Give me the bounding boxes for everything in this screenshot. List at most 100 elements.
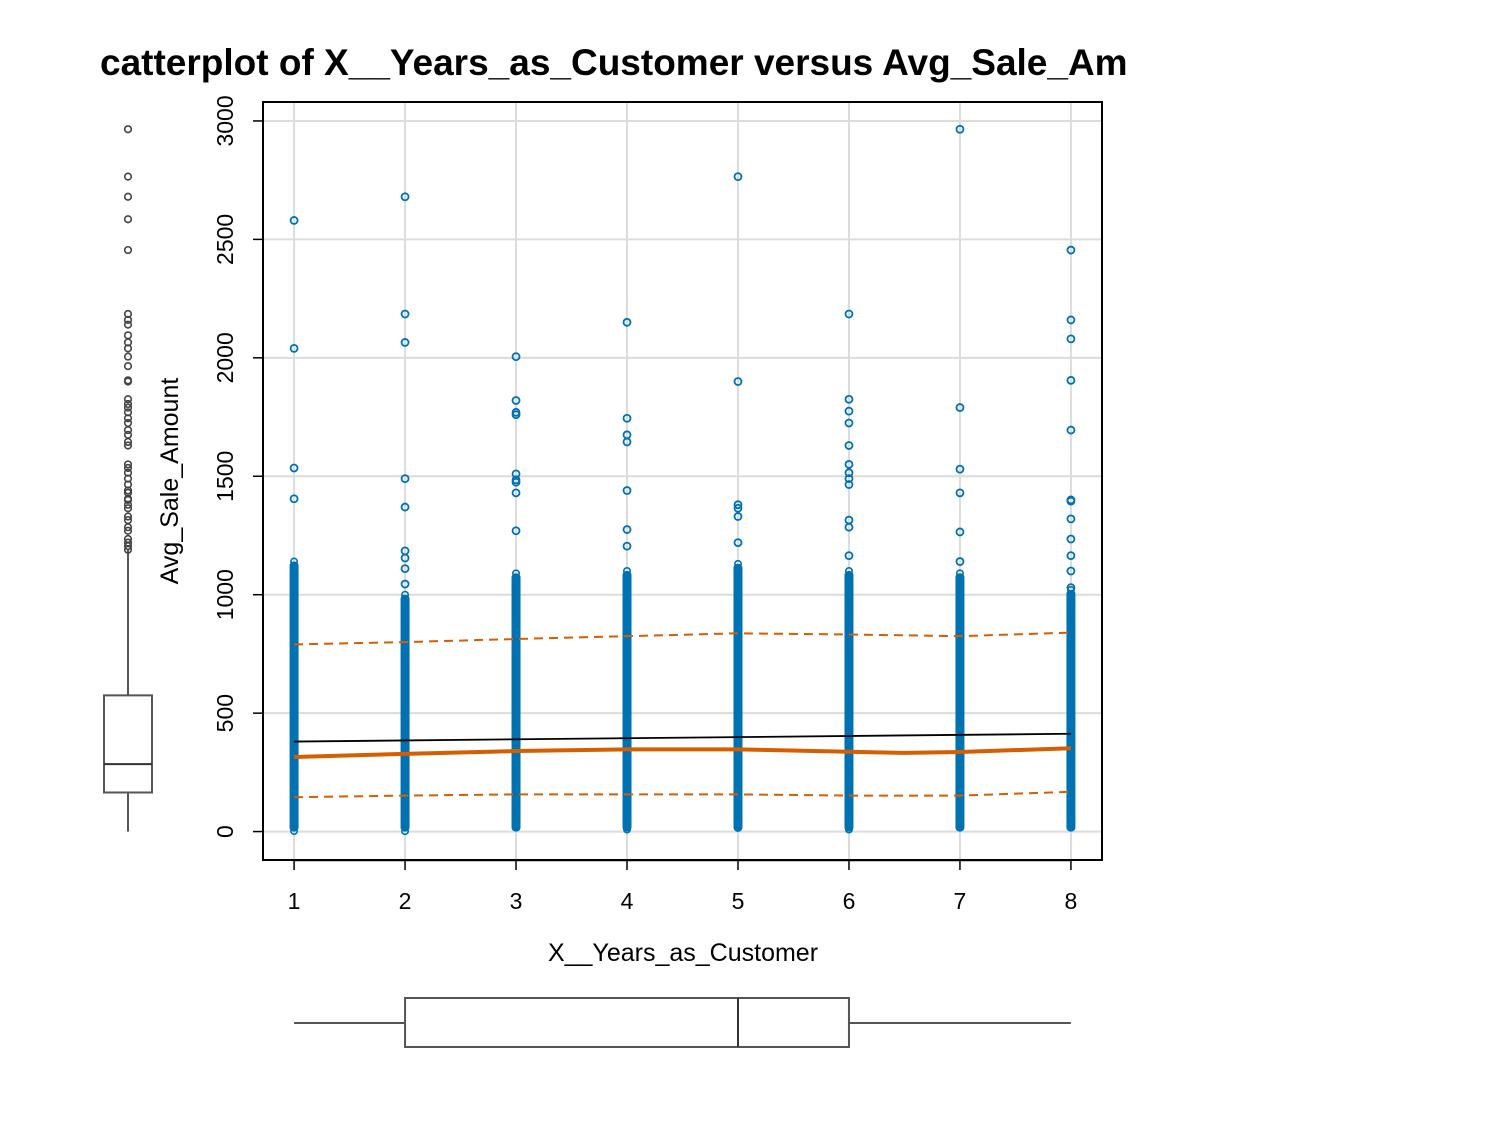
data-point	[623, 693, 632, 702]
chart-title: catterplot of X__Years_as_Customer versu…	[100, 42, 1128, 83]
data-point	[401, 816, 410, 825]
y-boxplot-outlier	[123, 215, 133, 224]
data-point	[844, 583, 853, 592]
y-tick-label: 0	[212, 825, 238, 838]
data-point	[400, 309, 410, 319]
data-point	[290, 629, 299, 638]
data-point	[401, 777, 410, 786]
data-point	[623, 605, 632, 614]
data-point	[1066, 701, 1075, 710]
data-point	[955, 124, 965, 134]
y-boxplot-outlier	[123, 430, 133, 439]
data-point	[623, 699, 632, 708]
data-point	[733, 713, 742, 722]
data-point	[1066, 761, 1075, 770]
data-point	[623, 677, 632, 686]
data-point	[290, 634, 299, 643]
data-point	[844, 644, 853, 653]
data-point	[401, 678, 410, 687]
data-point	[955, 789, 964, 798]
data-point	[733, 625, 742, 634]
y-boxplot-outlier	[123, 377, 133, 386]
x-tick-label: 3	[510, 888, 523, 914]
data-point	[955, 706, 964, 715]
data-point	[844, 605, 853, 614]
data-point	[1066, 662, 1075, 671]
data-point	[623, 594, 632, 603]
data-point	[401, 629, 410, 638]
data-point	[401, 805, 410, 814]
data-point	[955, 712, 964, 721]
data-point	[401, 711, 410, 720]
data-point	[512, 723, 521, 732]
data-point	[401, 761, 410, 770]
data-point	[623, 704, 632, 713]
data-point	[1066, 334, 1076, 344]
data-point	[733, 614, 742, 623]
data-point	[1066, 591, 1075, 600]
data-point	[844, 578, 853, 587]
data-point	[733, 642, 742, 651]
data-point	[955, 464, 965, 474]
data-point	[400, 564, 410, 574]
data-point	[733, 500, 743, 510]
data-point	[844, 589, 853, 598]
data-point	[401, 623, 410, 632]
data-point	[289, 494, 299, 504]
data-point	[1066, 315, 1076, 325]
data-point	[512, 811, 521, 820]
data-point	[844, 551, 854, 561]
data-point	[733, 801, 742, 810]
data-point	[512, 712, 521, 721]
data-point	[401, 689, 410, 698]
data-point	[512, 772, 521, 781]
data-point	[623, 688, 632, 697]
x-tick-label: 1	[288, 888, 301, 914]
data-point	[844, 468, 854, 478]
data-point	[955, 602, 964, 611]
data-point	[290, 788, 299, 797]
data-point	[289, 463, 299, 473]
data-point-cluster	[1066, 589, 1076, 832]
data-point	[290, 761, 299, 770]
data-point	[844, 710, 853, 719]
data-point	[733, 664, 742, 673]
x-tick-label: 5	[732, 888, 745, 914]
data-point	[623, 666, 632, 675]
data-point	[512, 706, 521, 715]
data-point	[623, 710, 632, 719]
data-point	[623, 600, 632, 609]
data-point	[1066, 767, 1075, 776]
data-point	[290, 684, 299, 693]
data-point	[512, 618, 521, 627]
data-point	[844, 480, 854, 489]
data-point	[955, 574, 964, 583]
data-point	[955, 613, 964, 622]
data-point	[844, 660, 853, 669]
data-point	[733, 686, 742, 695]
data-point	[844, 715, 853, 724]
data-point	[401, 673, 410, 682]
data-point	[955, 800, 964, 809]
y-boxplot-outlier	[123, 125, 133, 134]
data-point	[844, 600, 853, 609]
data-point	[955, 646, 964, 655]
data-point	[290, 662, 299, 671]
data-point	[512, 602, 521, 611]
data-point	[623, 572, 632, 581]
data-point	[844, 809, 853, 818]
data-point	[623, 682, 632, 691]
data-point	[1066, 778, 1075, 787]
data-point	[844, 825, 853, 834]
data-point	[623, 622, 632, 631]
data-point	[289, 343, 299, 353]
data-point	[401, 772, 410, 781]
data-point	[955, 596, 964, 605]
data-point	[290, 590, 299, 599]
data-point	[401, 722, 410, 731]
y-boxplot-outlier	[123, 418, 133, 428]
data-point	[511, 410, 521, 420]
data-point	[733, 774, 742, 783]
data-point	[1066, 596, 1075, 605]
data-point	[1066, 496, 1076, 506]
